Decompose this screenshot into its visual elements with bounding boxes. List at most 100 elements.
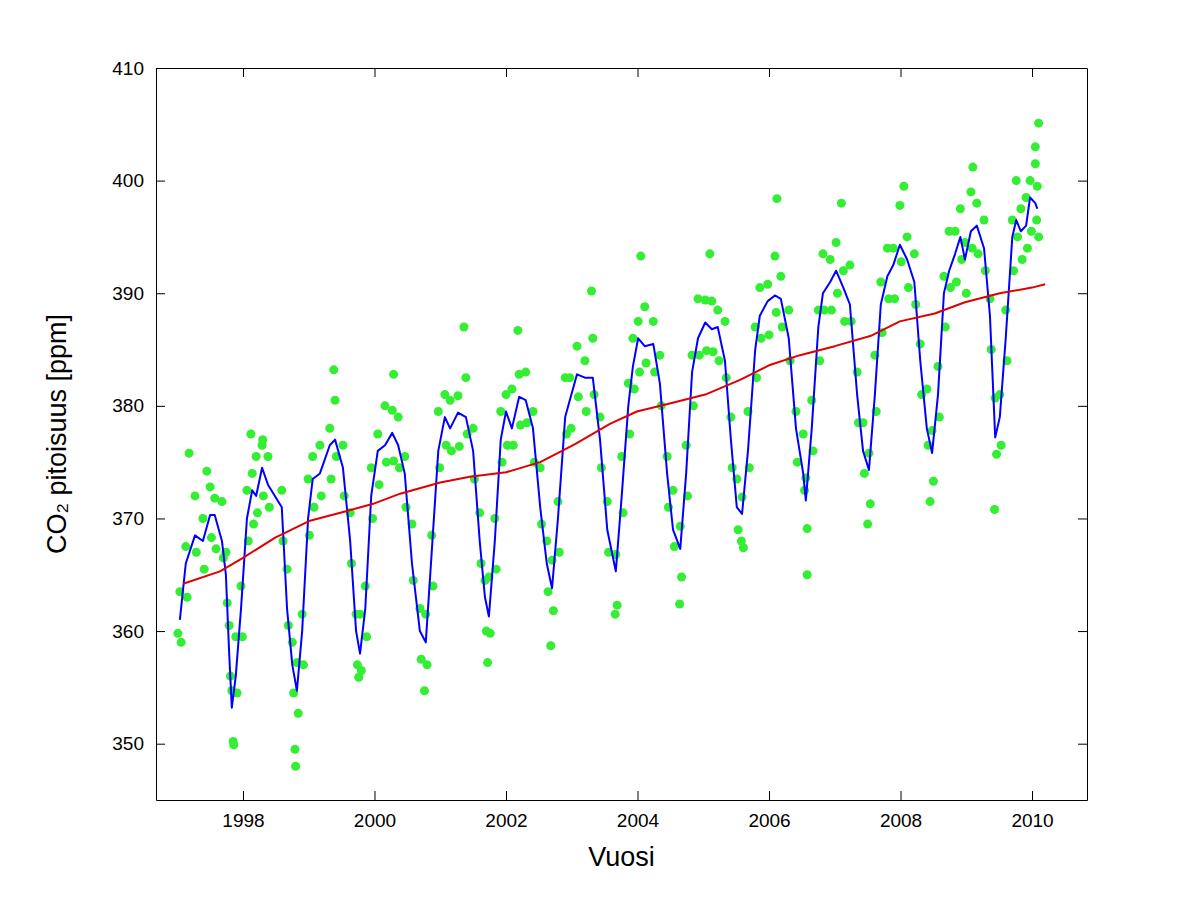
data-point bbox=[486, 629, 495, 638]
tick-mark bbox=[1078, 293, 1087, 294]
data-point bbox=[866, 499, 875, 508]
data-point bbox=[899, 182, 908, 191]
data-point bbox=[587, 286, 596, 295]
data-point bbox=[889, 244, 898, 253]
data-point bbox=[956, 204, 965, 213]
tick: 1998 bbox=[222, 791, 264, 831]
tick: 2002 bbox=[485, 791, 527, 831]
data-point bbox=[331, 396, 340, 405]
tick: 400 bbox=[112, 170, 165, 191]
data-point bbox=[833, 289, 842, 298]
data-point bbox=[807, 396, 816, 405]
data-point bbox=[916, 339, 925, 348]
data-point bbox=[772, 308, 781, 317]
data-point bbox=[860, 469, 869, 478]
tick-mark bbox=[156, 181, 165, 182]
data-point bbox=[375, 480, 384, 489]
tick-mark bbox=[156, 518, 165, 519]
tick bbox=[638, 68, 639, 77]
data-point bbox=[237, 582, 246, 591]
data-point bbox=[962, 289, 971, 298]
data-point bbox=[791, 407, 800, 416]
tick bbox=[1078, 406, 1087, 407]
data-point bbox=[709, 347, 718, 356]
data-point bbox=[990, 505, 999, 514]
data-point bbox=[185, 449, 194, 458]
axis: 350360370380390400410 bbox=[112, 58, 165, 801]
data-point bbox=[507, 384, 516, 393]
data-point bbox=[655, 351, 664, 360]
data-point bbox=[402, 503, 411, 512]
tick-mark bbox=[901, 68, 902, 77]
axis bbox=[1078, 69, 1088, 801]
data-point bbox=[636, 252, 645, 261]
data-point bbox=[952, 277, 961, 286]
data-point bbox=[776, 272, 785, 281]
data-point bbox=[549, 606, 558, 615]
data-point bbox=[373, 430, 382, 439]
data-point bbox=[1026, 176, 1035, 185]
data-point bbox=[181, 542, 190, 551]
data-point bbox=[294, 709, 303, 718]
tick-label: 2004 bbox=[617, 810, 660, 831]
data-point bbox=[582, 407, 591, 416]
data-point bbox=[613, 601, 622, 610]
data-point bbox=[317, 491, 326, 500]
tick-label: 350 bbox=[112, 733, 144, 754]
data-point bbox=[327, 475, 336, 484]
tick-label: 1998 bbox=[222, 810, 264, 831]
data-point bbox=[734, 525, 743, 534]
data-point bbox=[340, 491, 349, 500]
data-point bbox=[567, 424, 576, 433]
data-point bbox=[483, 658, 492, 667]
data-point bbox=[325, 424, 334, 433]
axis: 1998200020022004200620082010 bbox=[157, 791, 1088, 831]
data-point bbox=[455, 442, 464, 451]
data-point bbox=[738, 493, 747, 502]
tick-mark bbox=[638, 68, 639, 77]
data-point bbox=[248, 469, 257, 478]
data-point bbox=[770, 252, 779, 261]
data-point bbox=[1013, 232, 1022, 241]
data-point bbox=[903, 232, 912, 241]
tick-label: 410 bbox=[112, 58, 144, 79]
tick: 380 bbox=[112, 395, 165, 416]
data-point bbox=[225, 621, 234, 630]
data-point bbox=[183, 593, 192, 602]
data-point bbox=[212, 544, 221, 553]
tick-mark bbox=[769, 68, 770, 77]
data-point bbox=[389, 370, 398, 379]
data-point bbox=[904, 283, 913, 292]
scatter-series bbox=[173, 119, 1043, 771]
data-point bbox=[803, 524, 812, 533]
data-point bbox=[755, 283, 764, 292]
data-point bbox=[389, 457, 398, 466]
data-point bbox=[200, 565, 209, 574]
data-point bbox=[799, 430, 808, 439]
data-point bbox=[434, 407, 443, 416]
data-point bbox=[258, 435, 267, 444]
tick-mark bbox=[638, 791, 639, 800]
data-point bbox=[649, 317, 658, 326]
data-point bbox=[1018, 255, 1027, 264]
tick-mark bbox=[769, 791, 770, 800]
data-point bbox=[929, 477, 938, 486]
data-point bbox=[876, 277, 885, 286]
tick-mark bbox=[156, 744, 165, 745]
data-point bbox=[242, 486, 251, 495]
data-point bbox=[715, 356, 724, 365]
data-point bbox=[509, 441, 518, 450]
data-point bbox=[1031, 142, 1040, 151]
data-point bbox=[573, 342, 582, 351]
data-point bbox=[546, 641, 555, 650]
tick-mark bbox=[374, 68, 375, 77]
tick-mark bbox=[901, 791, 902, 800]
data-point bbox=[972, 199, 981, 208]
axis-line bbox=[157, 68, 1088, 69]
data-point bbox=[951, 227, 960, 236]
data-point bbox=[446, 396, 455, 405]
data-point bbox=[420, 686, 429, 695]
data-point bbox=[1001, 306, 1010, 315]
data-point bbox=[926, 497, 935, 506]
tick-mark bbox=[243, 791, 244, 800]
